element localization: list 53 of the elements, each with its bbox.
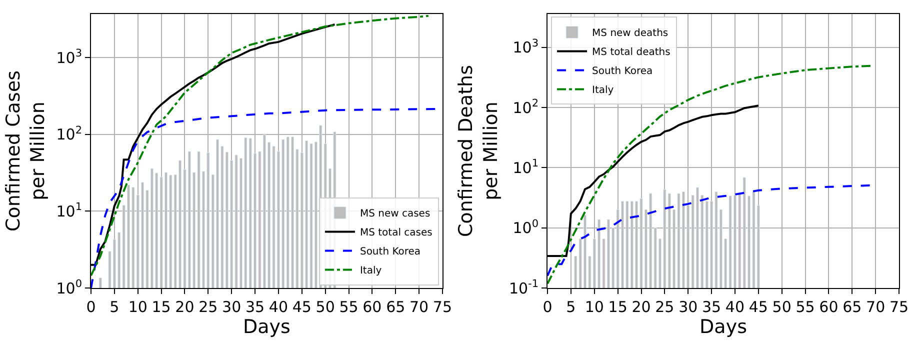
y-axis-title: Confirmed Cases per Million: [2, 70, 50, 232]
y-tick-label: 10$^{0}$: [56, 278, 82, 298]
x-tick-label: 50: [316, 298, 335, 316]
x-tick-label: 65: [842, 298, 862, 316]
x-tick-label: 50: [772, 298, 792, 316]
x-tick-label: 60: [819, 298, 838, 316]
legend-label: South Korea: [592, 66, 653, 78]
x-tick-label: 70: [410, 298, 429, 316]
x-tick-label: 0: [542, 298, 552, 316]
y-tick-label: 10$^{0}$: [512, 218, 539, 238]
x-tick-label: 55: [796, 298, 815, 316]
y-tick-label: 10$^{3}$: [512, 37, 539, 57]
x-axis-title: Days: [700, 316, 747, 338]
x-tick-label: 15: [608, 298, 628, 316]
y-tick-label: 10$^{1}$: [56, 201, 82, 220]
x-tick-label: 45: [292, 298, 312, 316]
y-tick-label: 10$^{2}$: [512, 98, 539, 117]
legend-label: MS total cases: [360, 228, 432, 239]
legend-label: Italy: [592, 85, 614, 96]
legend-label: Italy: [360, 266, 382, 277]
x-tick-label: 65: [386, 298, 406, 316]
x-tick-label: 20: [632, 298, 651, 316]
x-tick-label: 25: [655, 298, 674, 316]
x-tick-label: 35: [245, 298, 265, 316]
x-tick-label: 40: [725, 298, 745, 316]
x-tick-label: 10: [128, 298, 148, 316]
x-tick-label: 55: [339, 298, 358, 316]
x-tick-label: 5: [566, 298, 576, 316]
y-tick-label: 10$^{-1}$: [508, 278, 539, 298]
legend-label: South Korea: [360, 246, 421, 258]
x-tick-label: 40: [268, 298, 288, 316]
y-tick-label: 10$^{1}$: [512, 158, 539, 177]
x-tick-label: 75: [432, 298, 452, 316]
x-tick-label: 70: [866, 298, 886, 316]
y-axis-title: Confirmed Deaths per Million: [455, 64, 502, 238]
x-tick-label: 35: [702, 298, 722, 316]
x-tick-label: 30: [222, 298, 242, 316]
y-tick-label: 10$^{2}$: [56, 124, 82, 144]
x-tick-label: 60: [362, 298, 382, 316]
x-tick-label: 75: [889, 298, 909, 316]
x-axis-title: Days: [243, 316, 290, 338]
x-tick-label: 45: [748, 298, 768, 316]
y-tick-label: 10$^{3}$: [56, 48, 82, 67]
x-tick-label: 20: [175, 298, 194, 316]
x-tick-label: 25: [198, 298, 218, 316]
x-tick-label: 15: [152, 298, 171, 316]
x-tick-label: 10: [584, 298, 604, 316]
legend-label: MS new deaths: [592, 28, 668, 40]
legend-label: MS new cases: [360, 208, 430, 220]
x-tick-label: 0: [86, 298, 96, 316]
x-tick-label: 5: [110, 298, 120, 316]
legend-label: MS total deaths: [592, 47, 670, 58]
x-tick-label: 30: [678, 298, 698, 316]
